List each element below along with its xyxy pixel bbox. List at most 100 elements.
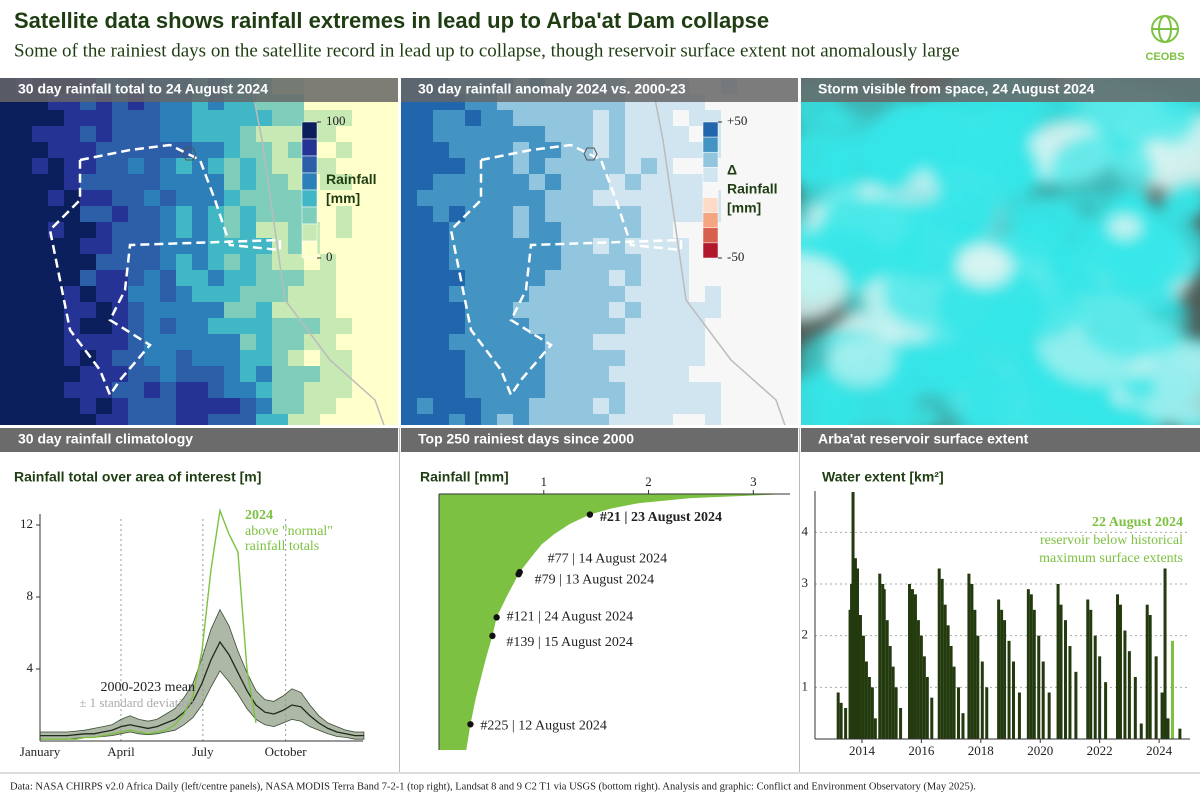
map-cell (497, 238, 513, 254)
map-cell (593, 206, 609, 222)
map-cell (513, 110, 529, 126)
map-cell (577, 334, 593, 350)
map-cell (64, 222, 80, 238)
map-cell (0, 366, 16, 382)
map-cell (785, 254, 798, 270)
bar (1011, 661, 1015, 739)
bar (913, 594, 917, 739)
bar (1148, 615, 1152, 739)
rainfall-map (0, 78, 398, 425)
colorbar-swatch (702, 242, 719, 259)
map-cell (721, 318, 737, 334)
map-cell (224, 350, 240, 366)
map-cell (288, 254, 304, 270)
map-cell (144, 158, 160, 174)
map-cell (80, 286, 96, 302)
colorbar-swatch (301, 189, 318, 208)
map-cell (128, 190, 144, 206)
map-cell (657, 318, 673, 334)
map-cell (240, 382, 256, 398)
map-cell (240, 270, 256, 286)
map-cell (144, 222, 160, 238)
map-cell (449, 174, 465, 190)
map-cell (417, 110, 433, 126)
bar (839, 702, 843, 739)
colorbar-label: 100 (326, 113, 346, 128)
map-cell (545, 286, 561, 302)
map-cell (352, 350, 368, 366)
map-cell (657, 414, 673, 425)
map-cell (689, 398, 705, 414)
map-cell (433, 110, 449, 126)
map-cell (465, 206, 481, 222)
map-cell (737, 302, 753, 318)
map-cell (785, 398, 798, 414)
map-cell (240, 318, 256, 334)
map-cell (673, 190, 689, 206)
map-cell (481, 398, 497, 414)
map-cell (64, 286, 80, 302)
map-cell (769, 206, 785, 222)
map-cell (705, 270, 721, 286)
map-cell (721, 206, 737, 222)
map-cell (641, 126, 657, 142)
bar (940, 578, 944, 739)
map-cell (785, 126, 798, 142)
bar (1068, 646, 1072, 739)
map-cell (192, 414, 208, 425)
colorbar-swatch (702, 167, 719, 183)
map-cell (176, 222, 192, 238)
map-cell (481, 366, 497, 382)
map-cell (417, 382, 433, 398)
map-cell (256, 222, 272, 238)
map-cell (417, 270, 433, 286)
map-cell (16, 174, 32, 190)
map-cell (753, 302, 769, 318)
map-cell (673, 142, 689, 158)
map-cell (48, 286, 64, 302)
map-cell (368, 222, 384, 238)
map-cell (192, 206, 208, 222)
map-cell (0, 110, 16, 126)
map-cell (529, 174, 545, 190)
map-cell (561, 350, 577, 366)
map-cell (673, 398, 689, 414)
map-cell (176, 350, 192, 366)
map-cell (304, 398, 320, 414)
map-cell (48, 110, 64, 126)
bar (916, 620, 920, 739)
map-cell (144, 414, 160, 425)
map-cell (689, 334, 705, 350)
map-cell (657, 158, 673, 174)
map-cell (320, 398, 336, 414)
map-cell (384, 302, 398, 318)
map-cell (593, 222, 609, 238)
area-boundary (449, 143, 683, 398)
map-cell (465, 286, 481, 302)
map-cell (272, 302, 288, 318)
map-cell (256, 350, 272, 366)
map-cell (64, 270, 80, 286)
map-cell (513, 366, 529, 382)
y-tick-label: 3 (802, 575, 809, 590)
map-cell (657, 398, 673, 414)
map-cell (769, 190, 785, 206)
map-cell (417, 238, 433, 254)
map-cell (304, 302, 320, 318)
map-cell (208, 142, 224, 158)
map-cell (737, 334, 753, 350)
map-cell (657, 302, 673, 318)
map-cell (368, 158, 384, 174)
highlight-point (467, 721, 474, 728)
map-cell (481, 158, 497, 174)
cloud (829, 339, 894, 386)
map-cell (401, 270, 417, 286)
map-cell (352, 398, 368, 414)
bar (1056, 584, 1060, 739)
map-cell (208, 382, 224, 398)
map-cell (641, 158, 657, 174)
map-cell (497, 158, 513, 174)
border-line (650, 78, 786, 425)
map-cell (176, 126, 192, 142)
map-cell (609, 174, 625, 190)
